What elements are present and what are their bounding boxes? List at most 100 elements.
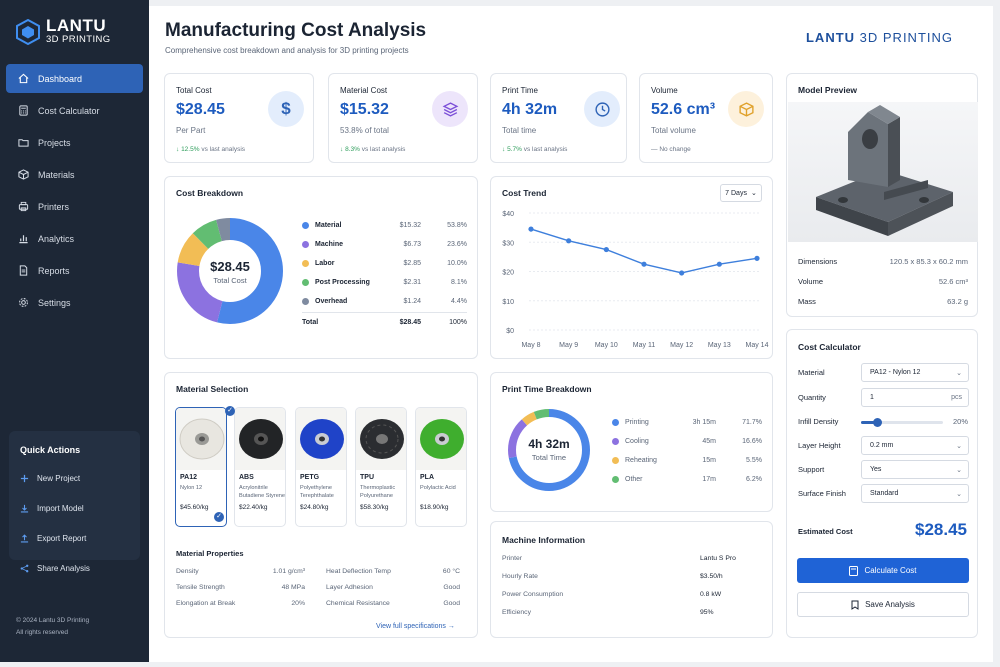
- spool-icon: [416, 408, 466, 470]
- print-time-donut-slice-cooling: [508, 409, 590, 491]
- time-row-pct: 16.6%: [742, 438, 762, 445]
- trend-point[interactable]: [641, 261, 647, 267]
- logo-name: LANTU: [46, 16, 107, 35]
- trend-point[interactable]: [754, 255, 760, 261]
- chevron-down-icon: ⌄: [956, 490, 962, 498]
- time-row-time: 45m: [702, 438, 716, 445]
- cost-row-amount: $1.24: [403, 298, 421, 305]
- sidebar-item-label: Reports: [38, 265, 70, 276]
- legend-dot: [302, 279, 309, 286]
- legend-dot: [302, 241, 309, 248]
- sidebar-item-cost-calculator[interactable]: Cost Calculator: [6, 96, 143, 125]
- cost-calculator-card: Cost Calculator Material PA12 - Nylon 12…: [786, 329, 978, 638]
- save-analysis-button[interactable]: Save Analysis: [797, 592, 969, 617]
- sidebar-item-label: Projects: [38, 137, 71, 148]
- quick-action-export-report[interactable]: Export Report: [20, 528, 86, 548]
- support-select[interactable]: Yes ⌄: [861, 460, 969, 479]
- layer-height-select[interactable]: 0.2 mm ⌄: [861, 436, 969, 455]
- sidebar-item-reports[interactable]: Reports: [6, 256, 143, 285]
- kpi-card-total-cost: Total Cost $28.45 Per Part ↓ 12.5% vs la…: [164, 73, 314, 163]
- kpi-label: Material Cost: [340, 86, 388, 95]
- infill-slider-track[interactable]: [861, 418, 943, 427]
- cost-row-material: Material $15.32 53.8%: [302, 222, 467, 229]
- cost-row-amount: $15.32: [399, 222, 421, 229]
- trend-range-select[interactable]: 7 Days ⌄: [720, 184, 762, 202]
- quick-action-new-project[interactable]: New Project: [20, 468, 80, 488]
- quick-action-import-model[interactable]: Import Model: [20, 498, 84, 518]
- calculate-cost-button[interactable]: Calculate Cost: [797, 558, 969, 583]
- cost-trend-chart: $0 $10 $20 $30 $40 May 8 May 9 May 10 May 11 May …: [502, 211, 768, 349]
- trend-point[interactable]: [566, 238, 572, 244]
- quick-action-label: Import Model: [37, 503, 84, 513]
- cost-row-name: Total: [302, 319, 319, 326]
- y-tick-label: $30: [502, 240, 514, 247]
- trend-point[interactable]: [716, 261, 722, 267]
- material-card-abs[interactable]: ABS Acrylonitrile Butadiene Styrene $22.…: [234, 407, 286, 527]
- sidebar-item-materials[interactable]: Materials: [6, 160, 143, 189]
- surface-finish-select[interactable]: Standard ⌄: [861, 484, 969, 503]
- cost-trend-card: Cost Trend 7 Days ⌄ $0 $10 $20 $30 $40 May 8 Ma…: [490, 176, 773, 359]
- cost-row-name: Overhead: [315, 298, 348, 305]
- kpi-sub: Total volume: [651, 126, 696, 135]
- material-card-petg[interactable]: PETG Polyethylene Terephthalate $24.80/k…: [295, 407, 347, 527]
- cost-row-post-processing: Post Processing $2.31 8.1%: [302, 279, 467, 286]
- sidebar-item-label: Analytics: [38, 233, 75, 244]
- legend-dot: [302, 298, 309, 305]
- sidebar-item-settings[interactable]: Settings: [6, 288, 143, 317]
- kpi-label: Volume: [651, 86, 678, 95]
- print-time-donut-slices: [508, 409, 590, 491]
- sidebar-item-projects[interactable]: Projects: [6, 128, 143, 157]
- spool-icon: [176, 408, 226, 470]
- sidebar-item-printers[interactable]: Printers: [6, 192, 143, 221]
- trend-point[interactable]: [603, 246, 609, 253]
- cost-row-labor: Labor $2.85 10.0%: [302, 260, 467, 267]
- material-card-pa12[interactable]: PA12 Nylon 12 $45.60/kg ✓: [175, 407, 227, 527]
- calculate-cost-label: Calculate Cost: [864, 566, 917, 575]
- cost-donut-value: $28.45: [210, 259, 250, 274]
- time-row-name: Printing: [625, 419, 649, 426]
- prop-adhesion-label: Layer Adhesion: [326, 584, 373, 591]
- box-icon: [728, 91, 764, 127]
- material-card-tpu[interactable]: TPU Thermoplastic Polyurethane $58.30/kg: [355, 407, 407, 527]
- quick-action-label: Export Report: [37, 533, 87, 543]
- infill-slider-fill: [861, 421, 878, 424]
- kpi-delta-value: ↓ 8.3%: [340, 146, 360, 153]
- plus-icon: [20, 474, 29, 482]
- spool-icon: [356, 408, 406, 470]
- material-select[interactable]: PA12 - Nylon 12 ⌄: [861, 363, 969, 382]
- calc-quantity-label: Quantity: [798, 393, 826, 402]
- time-row-printing: Printing 3h 15m 71.7%: [612, 419, 762, 426]
- prop-hdt-value: 60 °C: [442, 568, 460, 575]
- model-viewport[interactable]: [788, 102, 978, 242]
- kpi-delta-text: No change: [659, 146, 691, 153]
- material-card-pla[interactable]: PLA Polylactic Acid $18.90/kg: [415, 407, 467, 527]
- material-desc: Acrylonitrile Butadiene Styrene: [239, 485, 286, 499]
- logo[interactable]: LANTU 3D PRINTING: [16, 16, 111, 46]
- trend-point[interactable]: [528, 226, 534, 232]
- rights: All rights reserved: [16, 629, 69, 636]
- time-row-cooling: Cooling 45m 16.6%: [612, 438, 762, 445]
- cost-donut-label: Total Cost: [213, 276, 247, 285]
- kpi-sub: 53.8% of total: [340, 126, 389, 135]
- cost-row-pct: 100%: [449, 319, 467, 326]
- machine-printer-label: Printer: [502, 555, 523, 562]
- sidebar-item-analytics[interactable]: Analytics: [6, 224, 143, 253]
- machine-power-label: Power Consumption: [502, 591, 564, 598]
- view-specs-link[interactable]: View full specifications →: [376, 623, 455, 630]
- x-tick-label: May 9: [559, 342, 578, 349]
- cost-row-overhead: Overhead $1.24 4.4%: [302, 298, 467, 305]
- x-tick-label: May 10: [595, 342, 618, 349]
- x-tick-label: May 11: [633, 342, 656, 349]
- folder-icon: [18, 139, 29, 147]
- quick-action-share-analysis[interactable]: Share Analysis: [20, 558, 90, 578]
- copyright: © 2024 Lantu 3D Printing: [16, 617, 90, 624]
- infill-slider-thumb[interactable]: [873, 418, 883, 427]
- chevron-down-icon: ⌄: [750, 190, 757, 197]
- trend-range-value: 7 Days: [725, 189, 747, 197]
- x-tick-label: May 8: [521, 342, 540, 349]
- trend-point[interactable]: [679, 270, 685, 276]
- quantity-field[interactable]: 1 pcs: [861, 388, 969, 407]
- kpi-value: 4h 32m: [502, 101, 558, 118]
- kpi-delta-text: vs last analysis: [361, 146, 406, 153]
- sidebar-item-dashboard[interactable]: Dashboard: [6, 64, 143, 93]
